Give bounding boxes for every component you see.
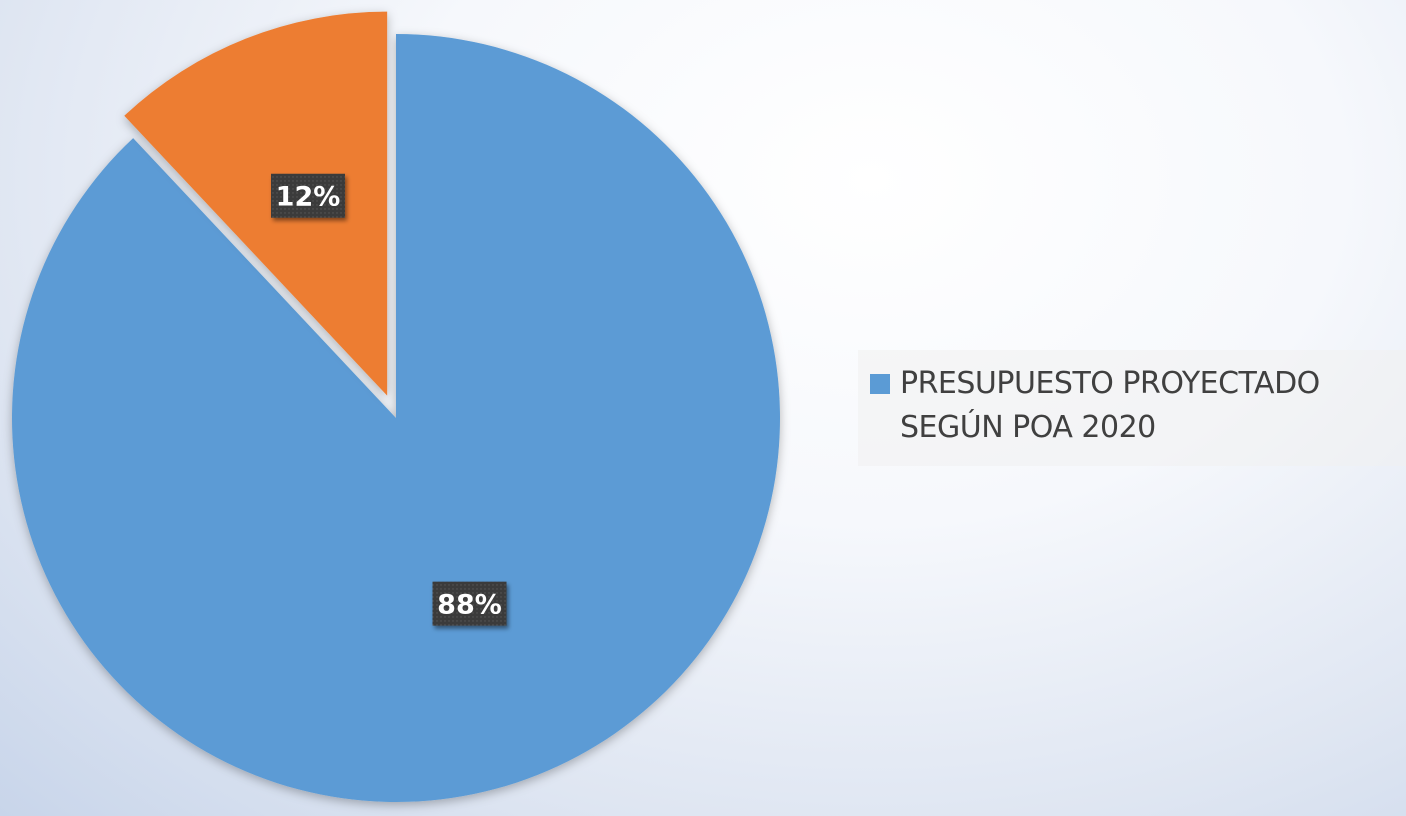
data-label-1: 12%: [271, 173, 346, 218]
pie-data-labels: 88% 12%: [271, 173, 507, 626]
data-label-text: 88%: [437, 590, 502, 621]
legend-swatch: [870, 374, 890, 394]
legend-label: PRESUPUESTO PROYECTADO SEGÚN POA 2020: [900, 366, 1320, 445]
pie-slice-1: [124, 11, 388, 396]
pie-slices: [11, 11, 780, 802]
pie-slice-0: [11, 34, 780, 802]
data-label-box: [271, 173, 346, 218]
legend: PRESUPUESTO PROYECTADO SEGÚN POA 2020: [858, 350, 1406, 466]
data-label-text: 12%: [276, 182, 341, 213]
data-label-box: [432, 581, 507, 626]
data-label-0: 88%: [432, 581, 507, 626]
